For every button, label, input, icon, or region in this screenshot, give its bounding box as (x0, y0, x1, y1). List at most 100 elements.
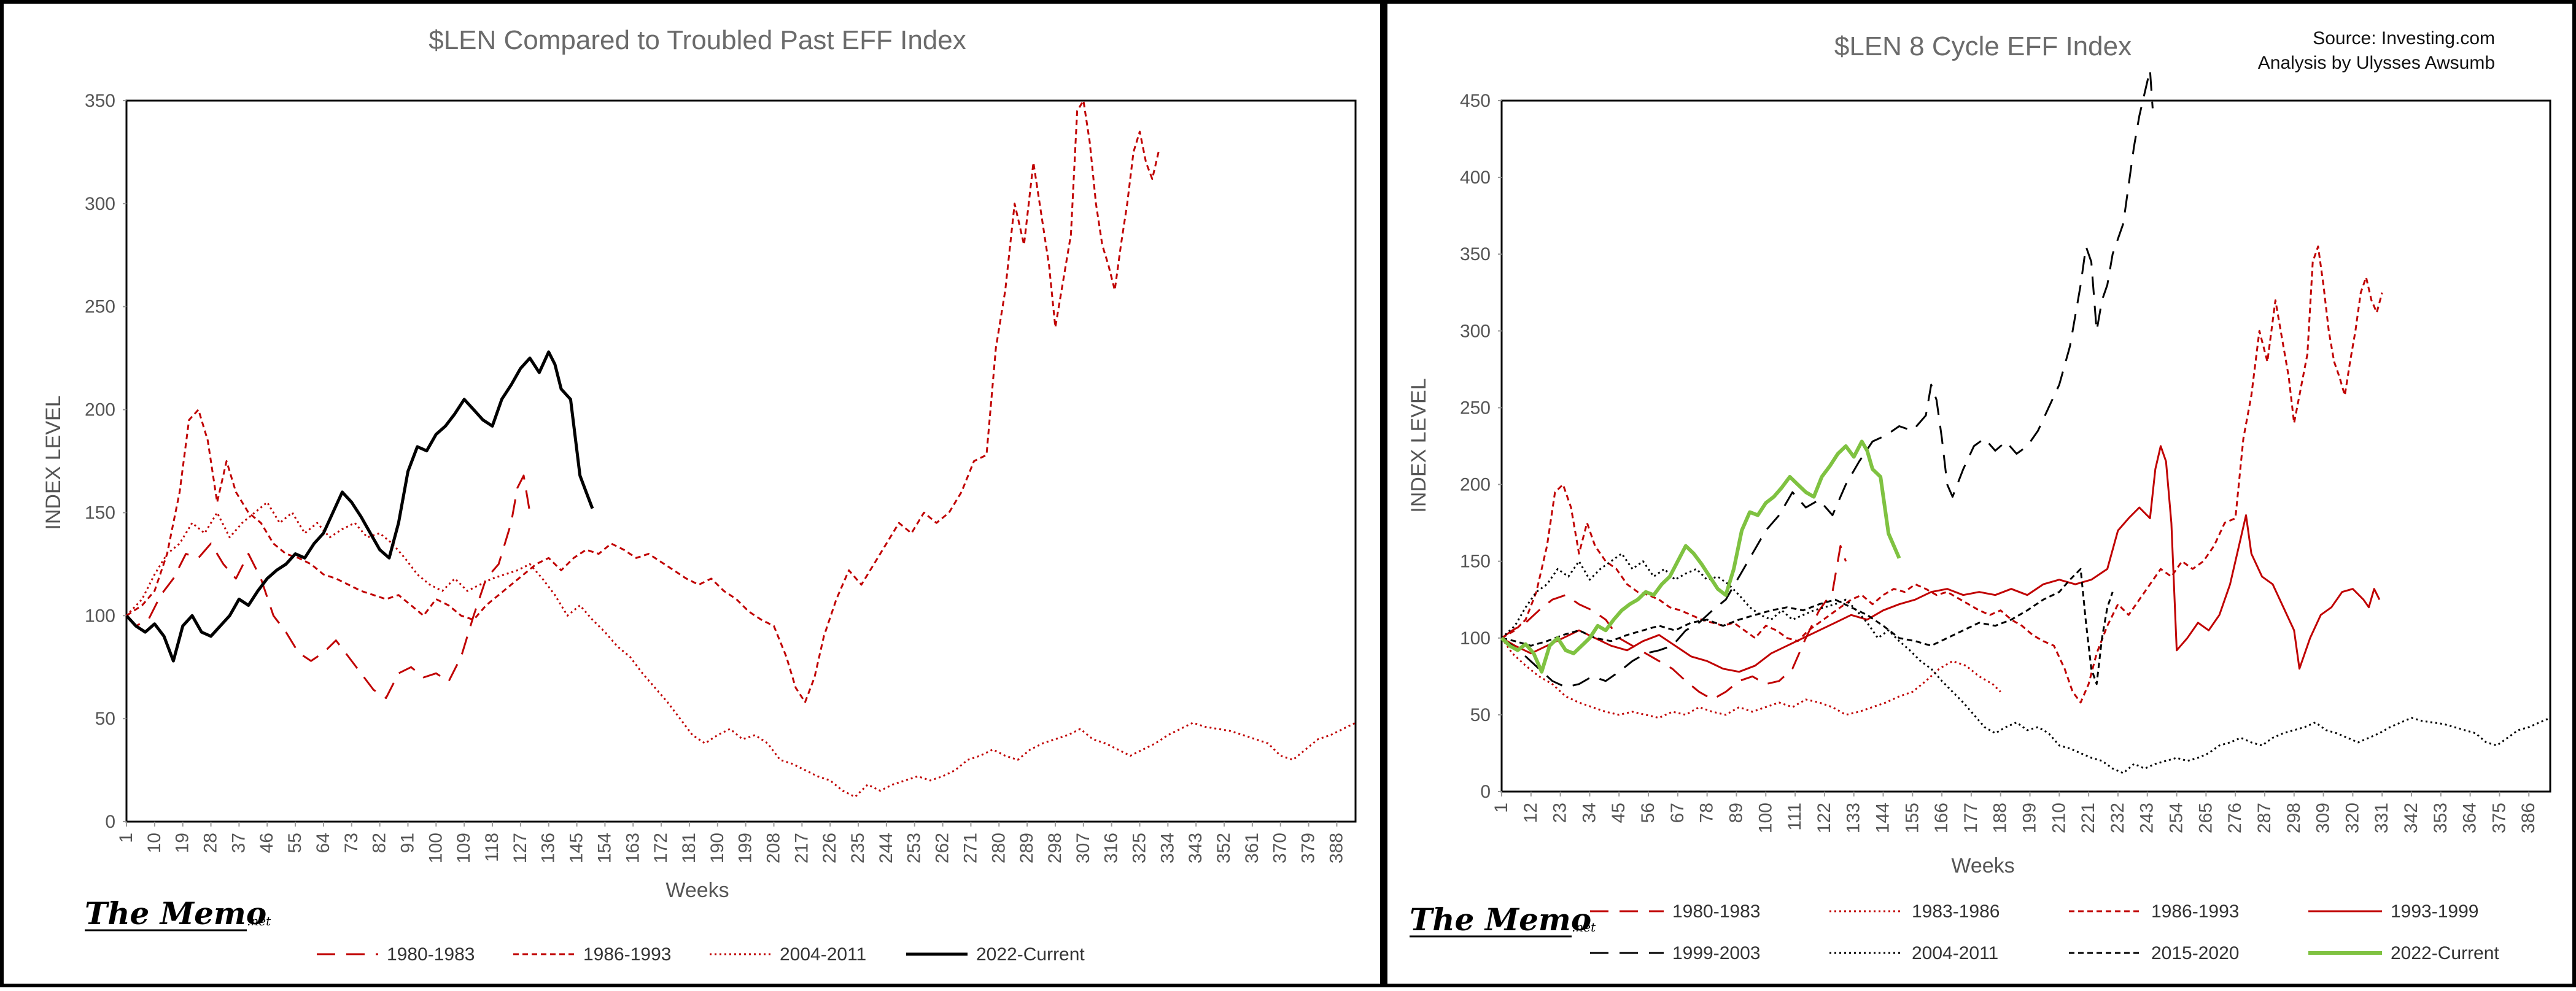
right-y-tick-label: 50 (1470, 705, 1491, 725)
source-line-1: Source: Investing.com (2313, 28, 2495, 48)
right-x-tick-label: 276 (2225, 803, 2245, 833)
right-x-tick-label: 1 (1491, 803, 1511, 813)
left-x-tick-label: 19 (173, 833, 193, 853)
right-y-tick-label: 300 (1460, 321, 1491, 341)
left-x-tick-label: 181 (679, 833, 699, 863)
legend-label-2022-current: 2022-Current (976, 944, 1085, 965)
legend-label-2015-2020: 2015-2020 (2151, 943, 2239, 963)
right-y-tick-label: 350 (1460, 244, 1491, 264)
right-x-tick-label: 89 (1726, 803, 1746, 823)
left-x-tick-label: 172 (651, 833, 671, 863)
left-x-tick-label: 64 (313, 833, 333, 853)
right-series-line-1999-2003 (1501, 69, 2154, 688)
left-chart-panel: $LEN Compared to Troubled Past EFF Index… (0, 0, 1384, 987)
right-x-tick-label: 353 (2431, 803, 2451, 833)
right-x-tick-label: 386 (2518, 803, 2539, 833)
left-x-tick-label: 244 (876, 833, 896, 863)
right-x-tick-label: 254 (2167, 803, 2187, 833)
right-x-tick-label: 166 (1931, 803, 1952, 833)
legend-label-1986-1993: 1986-1993 (2151, 901, 2239, 922)
left-x-tick-label: 388 (1326, 833, 1346, 863)
left-x-tick-label: 307 (1073, 833, 1093, 863)
right-chart-title: $LEN 8 Cycle EFF Index (1834, 31, 2132, 61)
legend-label-1999-2003: 1999-2003 (1672, 943, 1760, 963)
left-y-axis-label: INDEX LEVEL (42, 395, 65, 530)
left-x-tick-label: 352 (1214, 833, 1234, 863)
right-x-tick-label: 111 (1785, 803, 1805, 831)
legend-label-1983-1986: 1983-1986 (1912, 901, 2000, 922)
right-x-tick-label: 265 (2195, 803, 2216, 833)
legend-label-1986-1993: 1986-1993 (583, 944, 671, 965)
right-x-axis-label: Weeks (1951, 854, 2014, 877)
left-x-tick-label: 325 (1130, 833, 1150, 863)
left-x-tick-label: 208 (763, 833, 783, 863)
right-series-line-2022-current (1500, 439, 1901, 674)
legend-label-1993-1999: 1993-1999 (2391, 901, 2478, 922)
right-x-tick-label: 133 (1844, 803, 1864, 833)
left-y-tick-label: 300 (85, 194, 115, 214)
legend-label-1980-1983: 1980-1983 (1672, 901, 1760, 922)
left-x-tick-label: 298 (1045, 833, 1065, 863)
right-x-tick-label: 144 (1872, 803, 1893, 833)
left-x-tick-label: 316 (1101, 833, 1122, 863)
left-x-tick-label: 46 (257, 833, 277, 853)
left-logo-text: The Memo (85, 895, 266, 931)
left-logo-suffix: .net (247, 914, 271, 928)
right-x-tick-label: 12 (1521, 803, 1541, 823)
right-x-tick-label: 232 (2108, 803, 2128, 833)
right-x-tick-label: 309 (2313, 803, 2334, 833)
right-series-line-1983-1986 (1500, 637, 2001, 719)
right-series-line-2015-2020 (1501, 568, 2114, 685)
left-y-tick-label: 350 (85, 91, 115, 111)
left-x-tick-label: 199 (735, 833, 756, 863)
left-x-tick-label: 280 (988, 833, 1009, 863)
right-x-tick-label: 23 (1550, 803, 1570, 823)
left-x-tick-label: 370 (1270, 833, 1290, 863)
right-x-tick-label: 67 (1667, 803, 1688, 823)
right-logo-suffix: .net (1572, 920, 1596, 935)
right-y-axis-label: INDEX LEVEL (1407, 378, 1430, 512)
left-chart-title: $LEN Compared to Troubled Past EFF Index (429, 25, 966, 55)
right-x-tick-label: 375 (2489, 803, 2509, 833)
right-x-tick-label: 298 (2284, 803, 2304, 833)
right-x-tick-label: 210 (2049, 803, 2069, 833)
right-x-tick-label: 100 (1755, 803, 1775, 833)
left-legend: 1980-1983 1986-1993 2004-2011 2022-Current (317, 944, 1085, 965)
left-x-tick-label: 334 (1157, 833, 1177, 863)
left-x-tick-label: 82 (370, 833, 390, 853)
legend-label-2004-2011: 2004-2011 (780, 944, 866, 965)
right-x-tick-label: 78 (1697, 803, 1717, 823)
left-x-tick-label: 262 (933, 833, 953, 863)
right-series-line-2004-2011 (1500, 552, 2551, 774)
left-plot-area: 0 50 100 150 200 250 300 350 1 10 19 28 37 46 55 64 73 82… (85, 91, 1357, 863)
left-x-tick-label: 1 (116, 833, 136, 843)
left-y-tick-label: 0 (105, 812, 115, 832)
left-series-line-2022-current (125, 350, 594, 663)
right-x-tick-label: 177 (1961, 803, 1981, 833)
right-y-tick-label: 0 (1480, 782, 1491, 802)
right-y-tick-label: 100 (1460, 628, 1491, 649)
source-line-2: Analysis by Ulysses Awsumb (2258, 53, 2495, 73)
right-logo: The Memo .net (1410, 901, 1596, 938)
left-x-tick-label: 361 (1242, 833, 1262, 863)
left-logo: The Memo .net (85, 895, 271, 931)
right-chart-svg: $LEN 8 Cycle EFF Index Source: Investing… (1407, 28, 2551, 963)
right-y-tick-label: 150 (1460, 552, 1491, 572)
left-x-tick-label: 100 (425, 833, 446, 863)
right-x-tick-label: 199 (2020, 803, 2040, 833)
right-plot-area: 0 50 100 150 200 250 300 350 400 450 1 12 23 34 45 56 67… (1460, 69, 2551, 833)
right-legend: 1980-1983 1983-1986 1986-1993 1993-1999 1999… (1590, 901, 2499, 963)
left-x-tick-label: 73 (341, 833, 362, 853)
legend-label-2022-current: 2022-Current (2391, 943, 2499, 963)
left-y-tick-label: 150 (85, 503, 115, 523)
left-y-tick-label: 250 (85, 297, 115, 317)
left-x-tick-label: 28 (201, 833, 221, 853)
right-x-tick-label: 122 (1814, 803, 1834, 833)
right-x-tick-label: 342 (2401, 803, 2421, 833)
left-y-tick-label: 200 (85, 400, 115, 420)
right-x-tick-label: 287 (2254, 803, 2275, 833)
right-y-tick-label: 400 (1460, 168, 1491, 188)
left-series-line-1980-1983 (125, 474, 531, 700)
right-x-tick-label: 45 (1608, 803, 1629, 823)
right-series-line-1986-1993 (1501, 245, 2383, 704)
